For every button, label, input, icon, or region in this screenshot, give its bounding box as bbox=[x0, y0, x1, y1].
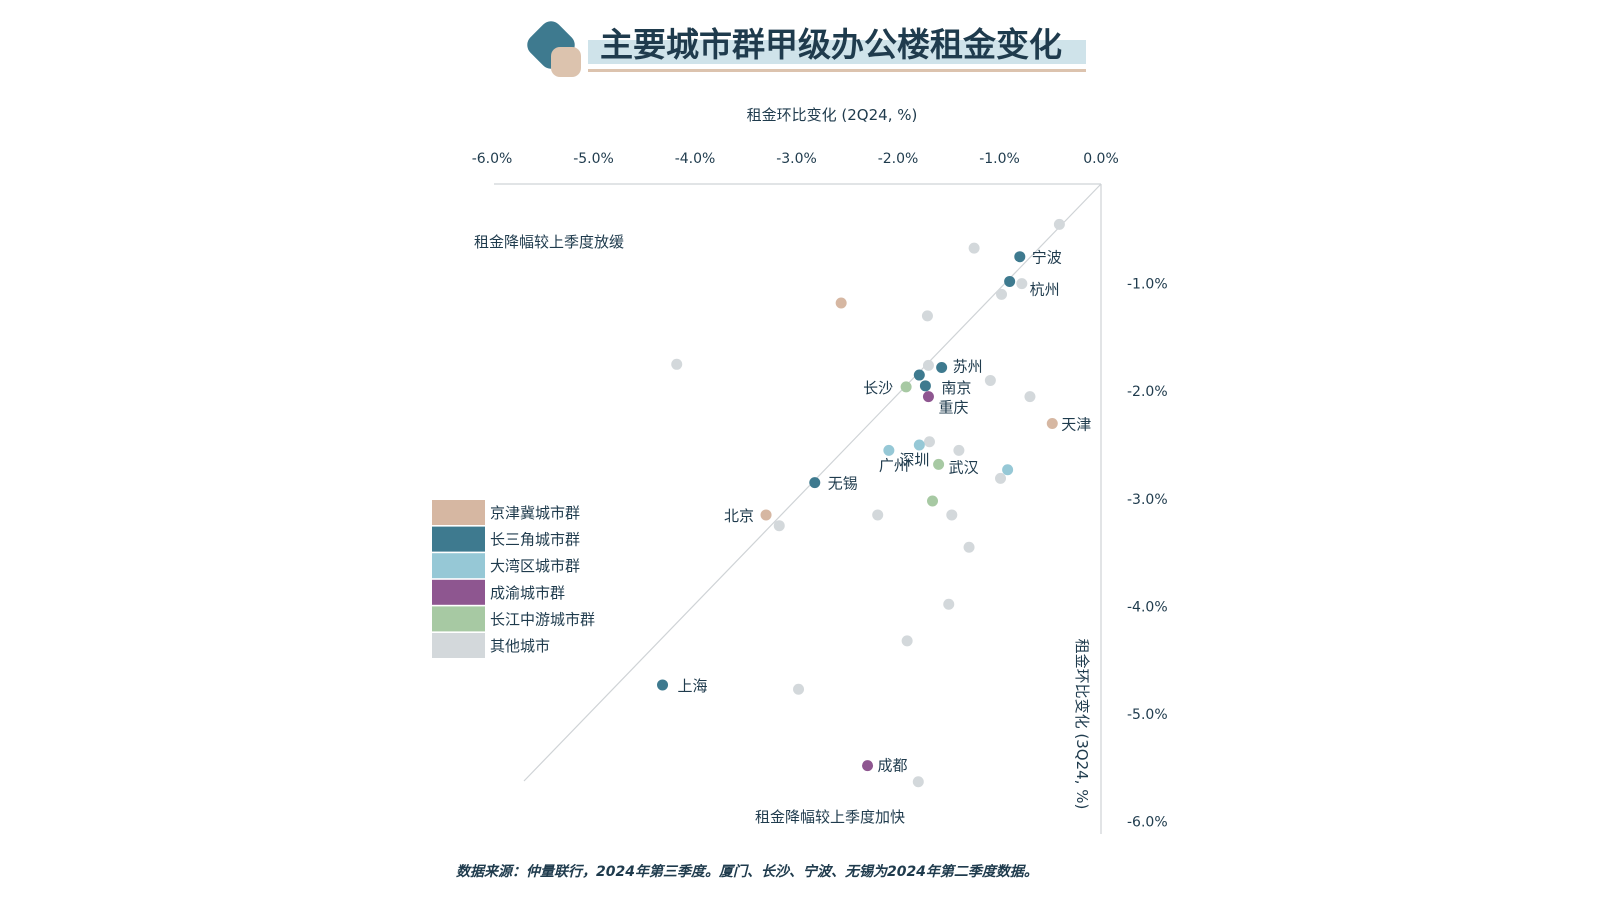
legend-item: 长三角城市群 bbox=[432, 526, 580, 552]
data-points bbox=[657, 218, 1065, 788]
quadrant-label-lower-right: 租金降幅较上季度加快 bbox=[755, 808, 905, 826]
data-point-无锡 bbox=[809, 477, 821, 489]
data-point bbox=[943, 598, 955, 610]
data-point-天津 bbox=[1046, 417, 1058, 429]
data-point bbox=[968, 242, 980, 254]
legend-item: 长江中游城市群 bbox=[432, 606, 595, 632]
title-block: 主要城市群甲级办公楼租金变化 bbox=[527, 21, 1086, 77]
data-point bbox=[835, 297, 847, 309]
legend-label: 长江中游城市群 bbox=[490, 610, 595, 628]
x-axis-title: 租金环比变化 (2Q24, %) bbox=[747, 106, 918, 124]
data-point-武汉 bbox=[933, 458, 945, 470]
legend-item: 京津冀城市群 bbox=[432, 500, 580, 525]
y-tick-labels: -1.0% -2.0% -3.0% -4.0% -5.0% -6.0% bbox=[1127, 277, 1168, 831]
data-point-杭州 bbox=[1004, 275, 1016, 287]
city-label-宁波: 宁波 bbox=[1032, 249, 1062, 267]
data-point bbox=[1053, 218, 1065, 230]
data-point bbox=[901, 635, 913, 647]
data-point bbox=[963, 541, 975, 553]
data-point bbox=[912, 776, 924, 788]
legend-label: 成渝城市群 bbox=[490, 584, 565, 602]
legend-swatch bbox=[432, 500, 485, 525]
data-point-长沙 bbox=[900, 381, 912, 393]
legend-swatch bbox=[432, 633, 485, 658]
x-tick-label: -1.0% bbox=[979, 151, 1020, 167]
city-label-广州: 广州 bbox=[879, 456, 909, 474]
quadrant-label-upper-left: 租金降幅较上季度放缓 bbox=[474, 233, 624, 251]
city-label-北京: 北京 bbox=[724, 507, 754, 525]
legend-swatch bbox=[432, 606, 485, 632]
data-point bbox=[996, 288, 1008, 300]
data-point bbox=[773, 520, 785, 532]
y-axis-title: 租金环比变化 (3Q24, %) bbox=[1073, 639, 1091, 810]
legend-label: 长三角城市群 bbox=[490, 531, 580, 549]
legend-item: 大湾区城市群 bbox=[432, 553, 580, 579]
legend-label: 京津冀城市群 bbox=[490, 504, 580, 522]
data-point bbox=[1002, 464, 1014, 476]
legend-item: 其他城市 bbox=[432, 633, 550, 658]
chart-title: 主要城市群甲级办公楼租金变化 bbox=[600, 25, 1062, 64]
data-point-成都 bbox=[862, 760, 874, 772]
legend-label: 其他城市 bbox=[490, 637, 550, 655]
title-logo-light-icon bbox=[551, 47, 581, 77]
title-underline bbox=[588, 69, 1086, 72]
data-point bbox=[927, 495, 939, 507]
data-point bbox=[1016, 278, 1028, 290]
x-tick-label: -2.0% bbox=[878, 151, 919, 167]
y-tick-label: -3.0% bbox=[1127, 492, 1168, 508]
data-point-苏州 bbox=[936, 362, 948, 374]
data-point bbox=[984, 374, 996, 386]
legend-swatch bbox=[432, 526, 485, 552]
data-point-深圳 bbox=[913, 439, 925, 451]
data-point bbox=[922, 359, 934, 371]
source-note: 数据来源：仲量联行，2024年第三季度。厦门、长沙、宁波、无锡为2024年第二季… bbox=[456, 863, 1038, 880]
data-point-宁波 bbox=[1014, 251, 1026, 263]
title-highlight bbox=[588, 40, 1086, 64]
legend-swatch bbox=[432, 553, 485, 579]
city-label-武汉: 武汉 bbox=[949, 458, 979, 476]
x-tick-label: -4.0% bbox=[675, 151, 716, 167]
city-label-南京: 南京 bbox=[941, 379, 971, 397]
x-tick-labels: -6.0% -5.0% -4.0% -3.0% -2.0% -1.0% 0.0% bbox=[472, 151, 1119, 167]
y-tick-label: -2.0% bbox=[1127, 384, 1168, 400]
data-point-重庆 bbox=[922, 391, 934, 403]
data-point bbox=[946, 509, 958, 521]
y-tick-label: -4.0% bbox=[1127, 599, 1168, 615]
x-tick-label: -5.0% bbox=[573, 151, 614, 167]
city-label-杭州: 杭州 bbox=[1030, 280, 1060, 298]
city-label-成都: 成都 bbox=[878, 757, 908, 775]
data-point bbox=[921, 310, 933, 322]
x-tick-label: -3.0% bbox=[776, 151, 817, 167]
data-point bbox=[1024, 391, 1036, 403]
city-label-深圳: 深圳 bbox=[899, 451, 929, 469]
legend-swatch bbox=[432, 579, 485, 605]
city-label-长沙: 长沙 bbox=[863, 379, 893, 397]
city-label-苏州: 苏州 bbox=[953, 358, 983, 376]
data-point bbox=[953, 444, 965, 456]
y-tick-label: -6.0% bbox=[1127, 815, 1168, 831]
y-tick-label: -1.0% bbox=[1127, 277, 1168, 293]
data-point bbox=[923, 436, 935, 448]
city-label-重庆: 重庆 bbox=[938, 399, 968, 417]
x-tick-label: -6.0% bbox=[472, 151, 513, 167]
data-point bbox=[913, 369, 925, 381]
data-point-南京 bbox=[919, 380, 931, 392]
city-label-无锡: 无锡 bbox=[828, 475, 858, 493]
data-point bbox=[995, 472, 1007, 484]
data-point bbox=[872, 509, 884, 521]
y-tick-label: -5.0% bbox=[1127, 707, 1168, 723]
city-label-天津: 天津 bbox=[1061, 415, 1091, 433]
legend-label: 大湾区城市群 bbox=[490, 557, 580, 575]
data-point bbox=[671, 358, 683, 370]
data-point bbox=[793, 683, 805, 695]
city-label-上海: 上海 bbox=[678, 677, 708, 695]
x-tick-label: 0.0% bbox=[1083, 151, 1119, 167]
legend-item: 成渝城市群 bbox=[432, 579, 565, 605]
data-point-上海 bbox=[657, 679, 669, 691]
data-point-北京 bbox=[760, 509, 772, 521]
data-point-广州 bbox=[883, 444, 895, 456]
